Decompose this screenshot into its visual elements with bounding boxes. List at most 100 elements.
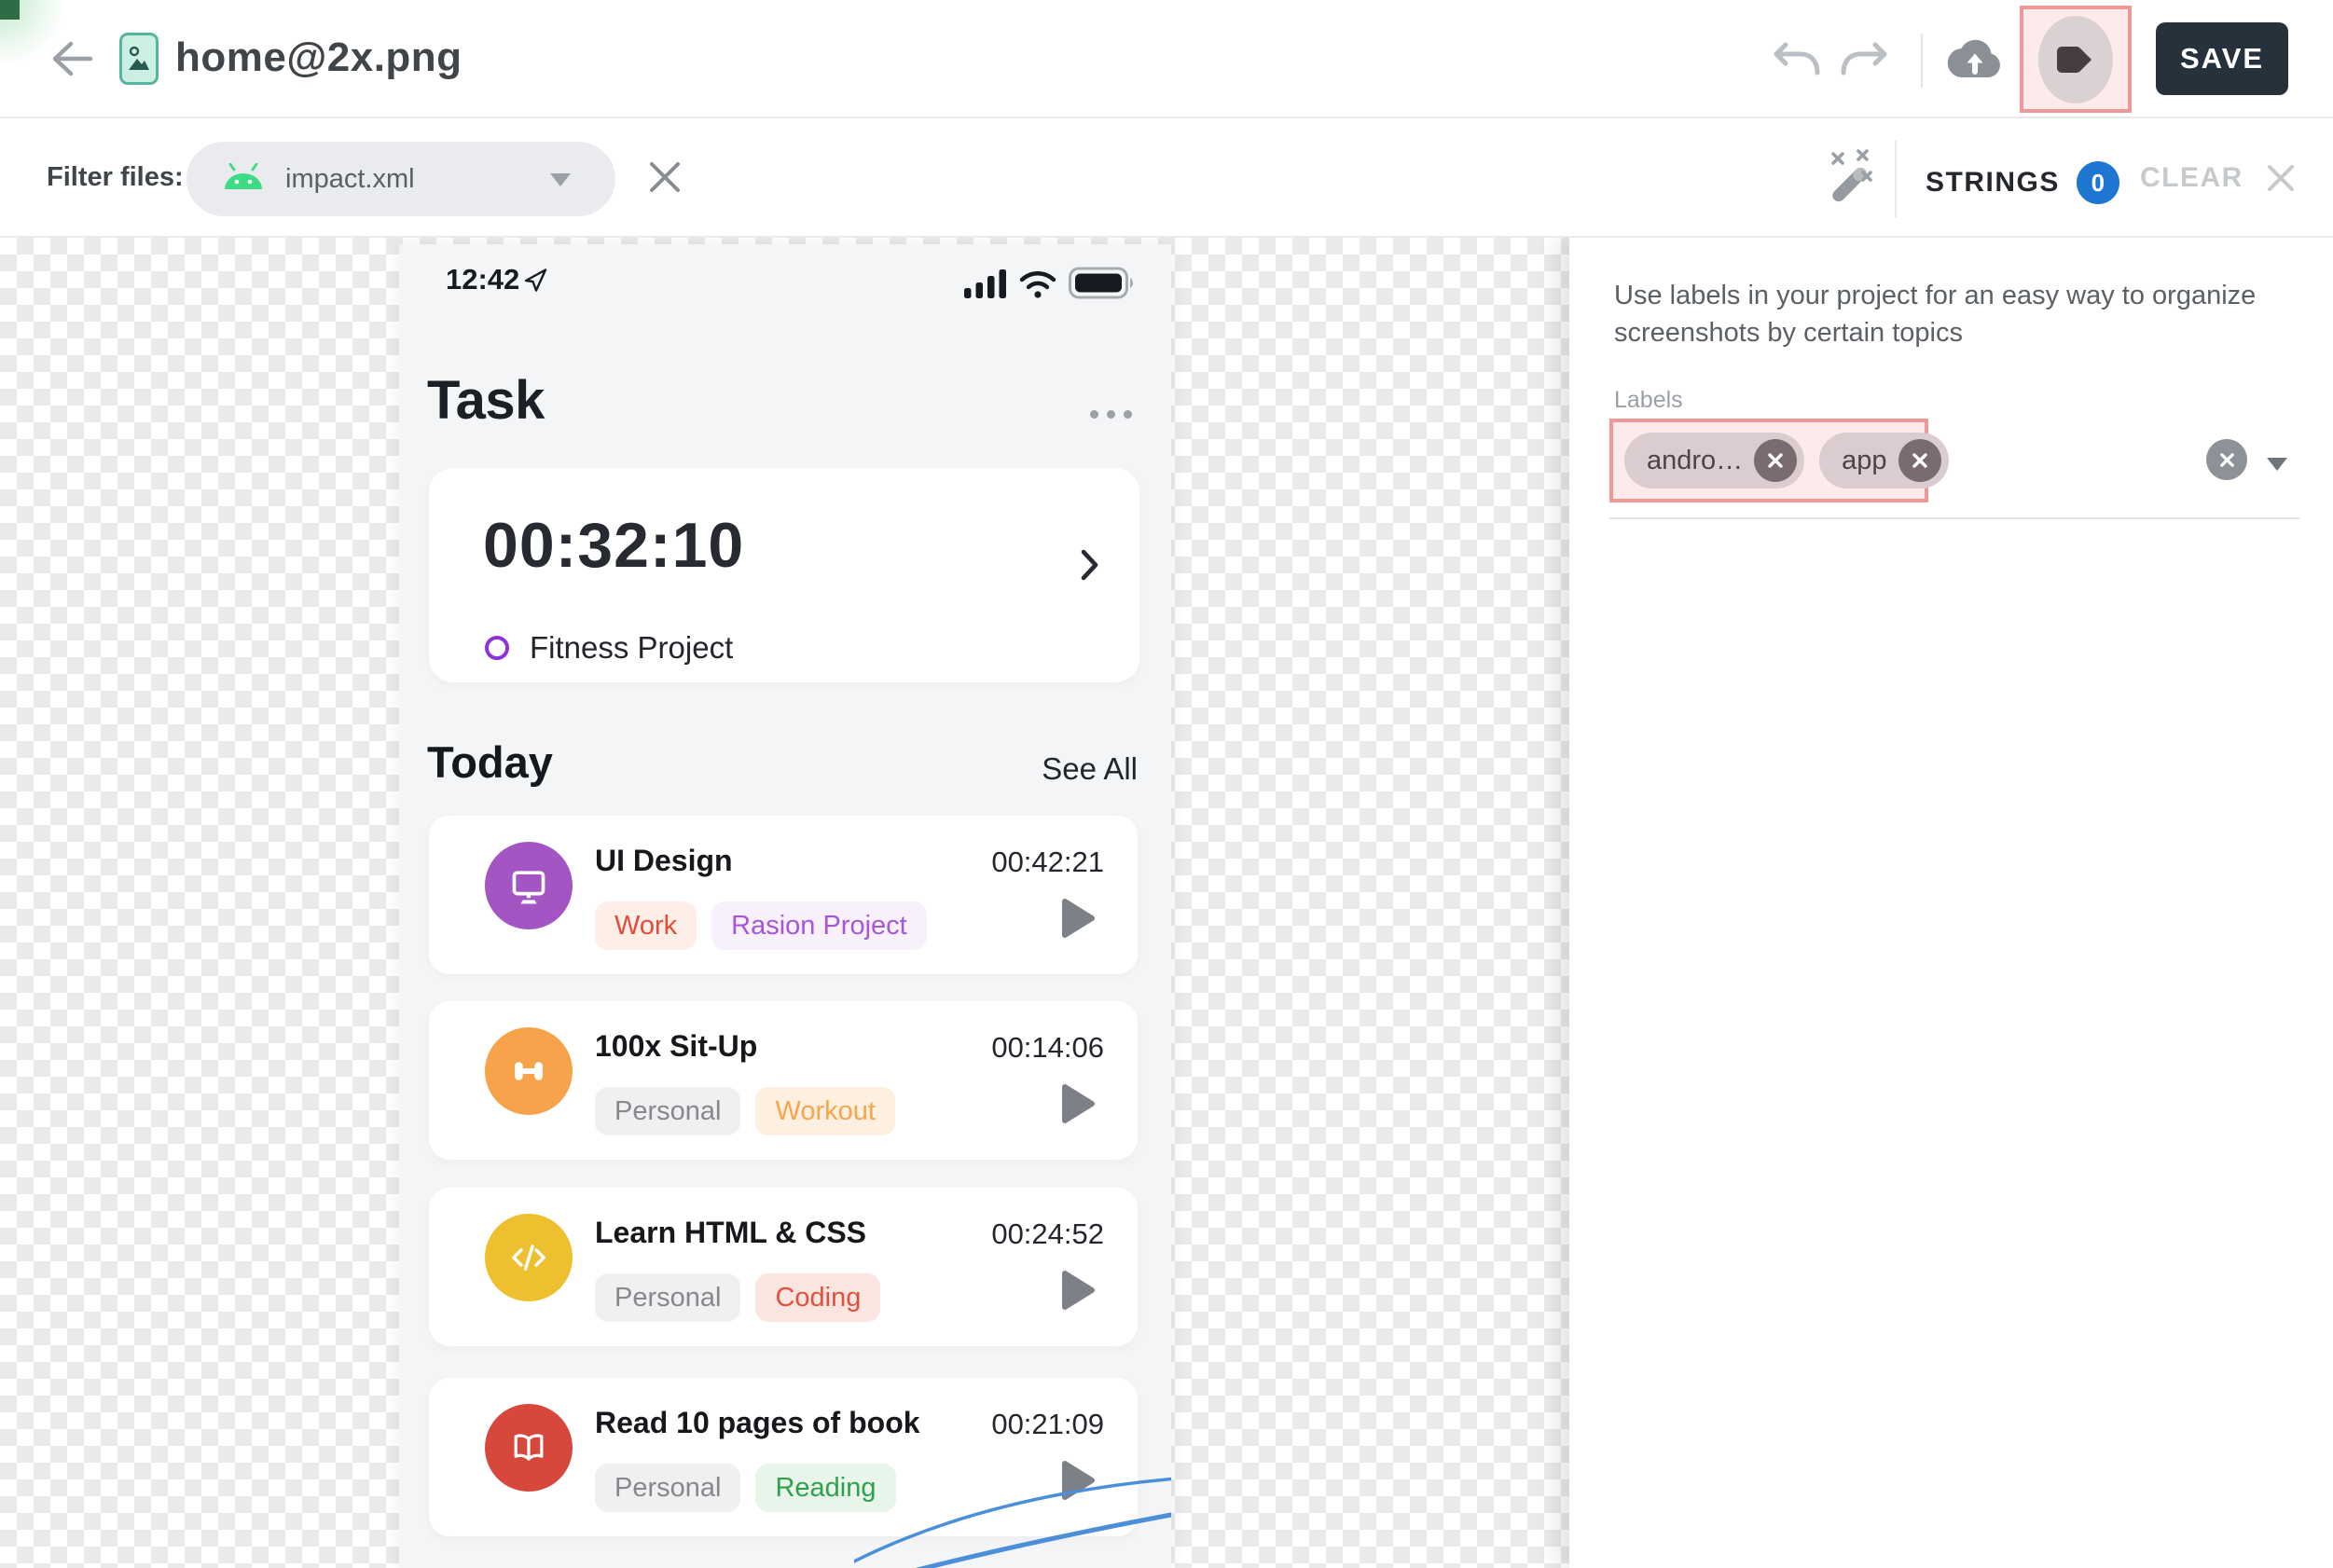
arrow-left-icon (52, 41, 93, 76)
strings-count-badge: 0 (2076, 161, 2119, 204)
image-thumbnail-glyph (129, 46, 149, 70)
monitor-icon (485, 842, 573, 929)
code-icon (485, 1214, 573, 1301)
decorative-wave (854, 1477, 1171, 1568)
task-tags: Work Rasion Project (595, 901, 927, 950)
remove-label-button[interactable] (1754, 439, 1798, 482)
file-filter-dropdown[interactable]: impact.xml (186, 142, 615, 216)
filter-bar-divider (1895, 141, 1897, 217)
project-ring-icon (485, 636, 509, 660)
tag-personal: Personal (595, 1273, 741, 1322)
remove-label-button[interactable] (1898, 439, 1941, 482)
corner-artifact (0, 0, 20, 20)
top-bar: home@2x.png (0, 0, 2333, 118)
tag-rasion-project: Rasion Project (711, 901, 927, 950)
signal-icon (964, 269, 1006, 298)
tag-coding: Coding (755, 1273, 881, 1322)
timer-project-row: Fitness Project (485, 630, 733, 666)
clear-label: CLEAR (2140, 162, 2243, 193)
tag-icon (2057, 46, 2091, 73)
status-bar-time: 12:42 (446, 263, 520, 296)
book-icon (485, 1404, 573, 1492)
task-card: UI Design 00:42:21 Work Rasion Project (429, 816, 1138, 974)
auto-detect-button[interactable] (1816, 146, 1882, 216)
task-title: UI Design (595, 844, 733, 877)
clear-file-filter-button[interactable] (645, 158, 684, 201)
page-title: home@2x.png (175, 34, 462, 80)
play-icon (1059, 1268, 1097, 1317)
close-icon (650, 162, 680, 192)
task-tags: Personal Workout (595, 1087, 895, 1135)
toolbar-divider (1921, 34, 1923, 88)
editor-canvas[interactable]: 12:42 (0, 238, 1569, 1568)
labels-input-underline (1609, 517, 2299, 519)
task-time: 00:14:06 (991, 1031, 1104, 1064)
play-icon (1059, 1081, 1097, 1131)
screenshot-image[interactable]: 12:42 (399, 244, 1171, 1568)
task-time: 00:24:52 (991, 1217, 1104, 1250)
undo-button[interactable] (1772, 37, 1820, 83)
timer-project-name: Fitness Project (530, 630, 734, 665)
filter-bar: Filter files: impact.xml (0, 120, 2333, 238)
task-title: 100x Sit-Up (595, 1029, 758, 1063)
chevron-down-icon (550, 173, 571, 186)
play-icon (1059, 896, 1097, 945)
label-tool-button[interactable] (2020, 6, 2132, 113)
labels-panel: Use labels in your project for an easy w… (1569, 238, 2333, 1568)
tag-work: Work (595, 901, 697, 950)
tag-personal: Personal (595, 1087, 741, 1135)
strings-toggle[interactable]: STRINGS 0 (1926, 161, 2119, 204)
labels-dropdown-caret[interactable] (2267, 458, 2287, 471)
selected-file-name: impact.xml (285, 163, 415, 194)
status-bar-icons (964, 267, 1136, 299)
close-icon (1768, 453, 1783, 468)
label-chip-text: andro… (1647, 445, 1744, 475)
magic-wand-icon (1831, 149, 1872, 202)
battery-icon (1069, 267, 1134, 299)
tag-workout: Workout (755, 1087, 895, 1135)
close-icon (2267, 165, 2294, 191)
image-file-icon (119, 33, 159, 85)
task-title: Read 10 pages of book (595, 1406, 920, 1439)
labels-field-title: Labels (1614, 387, 1683, 413)
strings-label: STRINGS (1926, 167, 2060, 198)
task-card: Learn HTML & CSS 00:24:52 Personal Codin… (429, 1188, 1138, 1346)
back-button[interactable] (48, 37, 95, 80)
close-icon (1912, 453, 1927, 468)
label-chip-text: app (1842, 445, 1887, 475)
task-time: 00:21:09 (991, 1408, 1104, 1440)
dumbbell-icon (485, 1027, 573, 1115)
labels-input[interactable]: andro… app (1609, 419, 1949, 502)
label-chip-app[interactable]: app (1819, 433, 1949, 488)
app-screen-title: Task (427, 370, 545, 431)
save-button[interactable]: SAVE (2156, 22, 2288, 95)
task-tags: Personal Coding (595, 1273, 881, 1322)
clear-annotations-button[interactable]: CLEAR (2140, 161, 2298, 195)
upload-button[interactable] (1945, 34, 2005, 87)
task-tags: Personal Reading (595, 1464, 896, 1512)
timer-value: 00:32:10 (483, 510, 745, 581)
wifi-icon (1019, 271, 1056, 298)
tag-reading: Reading (755, 1464, 896, 1512)
tag-personal: Personal (595, 1464, 741, 1512)
undo-icon (1774, 42, 1820, 76)
android-icon (222, 162, 265, 196)
labels-description: Use labels in your project for an easy w… (1614, 281, 2257, 349)
task-card: 100x Sit-Up 00:14:06 Personal Workout (429, 1001, 1138, 1160)
chevron-right-icon (1080, 548, 1100, 586)
close-icon (2219, 452, 2234, 467)
today-heading: Today (427, 737, 553, 787)
see-all-link: See All (1042, 751, 1138, 786)
redo-button[interactable] (1841, 37, 1889, 83)
task-title: Learn HTML & CSS (595, 1216, 866, 1249)
cloud-upload-icon (1947, 39, 2000, 78)
label-tool-hover-circle (2038, 15, 2113, 103)
label-chip-android[interactable]: andro… (1624, 433, 1805, 488)
task-card: Read 10 pages of book 00:21:09 Personal … (429, 1378, 1138, 1536)
location-arrow-icon (522, 267, 548, 297)
clear-labels-button[interactable] (2206, 439, 2247, 480)
ellipsis-menu-icon (1090, 410, 1132, 419)
timer-card: 00:32:10 Fitness Project (429, 468, 1139, 682)
task-time: 00:42:21 (991, 846, 1104, 878)
